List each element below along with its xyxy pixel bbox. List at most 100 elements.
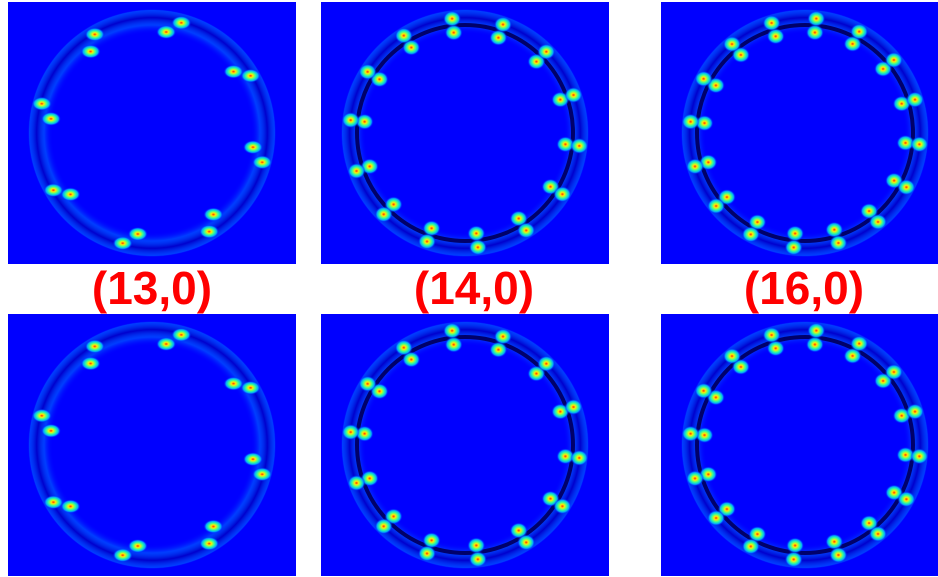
density-lobe xyxy=(494,328,512,345)
density-lobe xyxy=(394,27,413,44)
density-lobe xyxy=(762,15,781,31)
density-lobe xyxy=(199,224,220,239)
density-lobe xyxy=(843,35,862,52)
density-panel-top-middle xyxy=(321,2,609,264)
density-lobe xyxy=(422,532,441,549)
density-lobe xyxy=(252,155,273,170)
density-lobe xyxy=(171,327,192,342)
density-lobe xyxy=(896,446,915,463)
density-lobe xyxy=(910,448,929,465)
density-lobe xyxy=(467,537,486,554)
density-lobe xyxy=(203,519,224,534)
density-lobe xyxy=(243,452,263,467)
density-lobe xyxy=(723,348,741,365)
density-lobe xyxy=(509,210,528,227)
density-map xyxy=(661,2,938,264)
ring-halo xyxy=(28,9,276,257)
density-lobe xyxy=(829,547,848,563)
density-lobe xyxy=(897,179,916,196)
density-lobe xyxy=(489,341,508,358)
density-lobe xyxy=(741,538,760,555)
density-lobe xyxy=(418,545,436,562)
density-lobe xyxy=(686,470,704,487)
density-lobe xyxy=(402,351,421,368)
density-lobe xyxy=(127,227,148,241)
density-lobe xyxy=(41,111,61,126)
label-16-0: (16,0) xyxy=(743,262,865,314)
density-lobe xyxy=(223,376,244,391)
density-lobe xyxy=(896,134,915,151)
density-lobe xyxy=(537,355,556,372)
density-lobe xyxy=(127,539,148,553)
label-13-0: (13,0) xyxy=(91,262,213,314)
density-lobe xyxy=(829,235,848,251)
density-lobe xyxy=(347,475,366,491)
density-lobe xyxy=(223,64,244,79)
density-lobe xyxy=(80,356,101,371)
density-panel-bottom-middle xyxy=(321,314,609,576)
density-lobe xyxy=(805,336,824,353)
density-map xyxy=(321,314,609,576)
density-lobe xyxy=(707,198,726,214)
density-lobe xyxy=(394,339,413,356)
density-lobe xyxy=(556,136,575,153)
density-lobe xyxy=(807,10,826,27)
density-lobe xyxy=(347,163,366,179)
density-lobe xyxy=(695,427,714,444)
density-lobe xyxy=(60,499,81,514)
density-lobe xyxy=(252,467,273,482)
density-lobe xyxy=(489,29,508,46)
density-lobe xyxy=(203,207,224,222)
density-lobe xyxy=(43,495,64,510)
density-lobe xyxy=(402,39,421,56)
density-lobe xyxy=(786,537,805,554)
density-lobe xyxy=(84,27,105,42)
density-lobe xyxy=(766,340,785,357)
density-lobe xyxy=(156,25,177,39)
density-map xyxy=(661,314,938,576)
density-lobe xyxy=(897,491,916,508)
density-map xyxy=(321,2,609,264)
density-lobe xyxy=(31,408,52,423)
ring-halo xyxy=(28,321,276,569)
density-lobe xyxy=(199,536,220,551)
density-lobe xyxy=(444,24,463,41)
density-lobe xyxy=(825,221,844,238)
label-14-0: (14,0) xyxy=(413,262,535,314)
density-lobe xyxy=(906,403,924,420)
density-lobe xyxy=(784,551,803,568)
density-lobe xyxy=(843,347,862,364)
density-lobe xyxy=(766,28,785,45)
density-lobe xyxy=(112,236,133,251)
density-lobe xyxy=(171,15,192,30)
density-lobe xyxy=(553,498,572,515)
ring-line xyxy=(355,335,575,555)
density-lobe xyxy=(509,522,528,539)
density-lobe xyxy=(681,425,700,442)
density-panel-top-left xyxy=(8,2,296,264)
density-lobe xyxy=(468,551,487,568)
density-lobe xyxy=(467,225,486,242)
density-panel-bottom-right xyxy=(661,314,938,576)
density-lobe xyxy=(906,91,924,108)
density-lobe xyxy=(60,187,81,202)
density-lobe xyxy=(762,327,781,343)
density-lobe xyxy=(570,449,589,466)
density-lobe xyxy=(805,24,824,41)
density-lobe xyxy=(570,137,589,154)
density-lobe xyxy=(443,322,462,339)
density-lobe xyxy=(553,186,572,203)
density-lobe xyxy=(355,113,374,130)
density-lobe xyxy=(784,239,803,256)
density-map xyxy=(8,2,296,264)
density-lobe xyxy=(564,399,583,415)
density-lobe xyxy=(748,526,767,543)
density-lobe xyxy=(243,140,263,155)
density-lobe xyxy=(694,382,713,399)
density-lobe xyxy=(807,322,826,339)
density-lobe xyxy=(850,335,869,352)
density-lobe xyxy=(869,525,887,542)
density-lobe xyxy=(884,52,903,68)
density-lobe xyxy=(850,23,869,40)
